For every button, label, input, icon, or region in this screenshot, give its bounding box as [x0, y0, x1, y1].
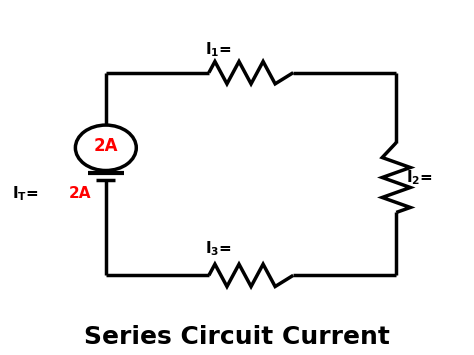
Text: 2A: 2A [93, 137, 118, 155]
Text: $\mathbf{I_3}$=: $\mathbf{I_3}$= [205, 239, 232, 258]
Text: 2A: 2A [68, 186, 91, 201]
Text: $\mathbf{I_1}$=: $\mathbf{I_1}$= [205, 40, 232, 59]
Text: $\mathbf{I_T}$=: $\mathbf{I_T}$= [12, 184, 39, 203]
Text: $\mathbf{I_2}$=: $\mathbf{I_2}$= [406, 168, 432, 187]
Text: Series Circuit Current: Series Circuit Current [84, 325, 390, 349]
